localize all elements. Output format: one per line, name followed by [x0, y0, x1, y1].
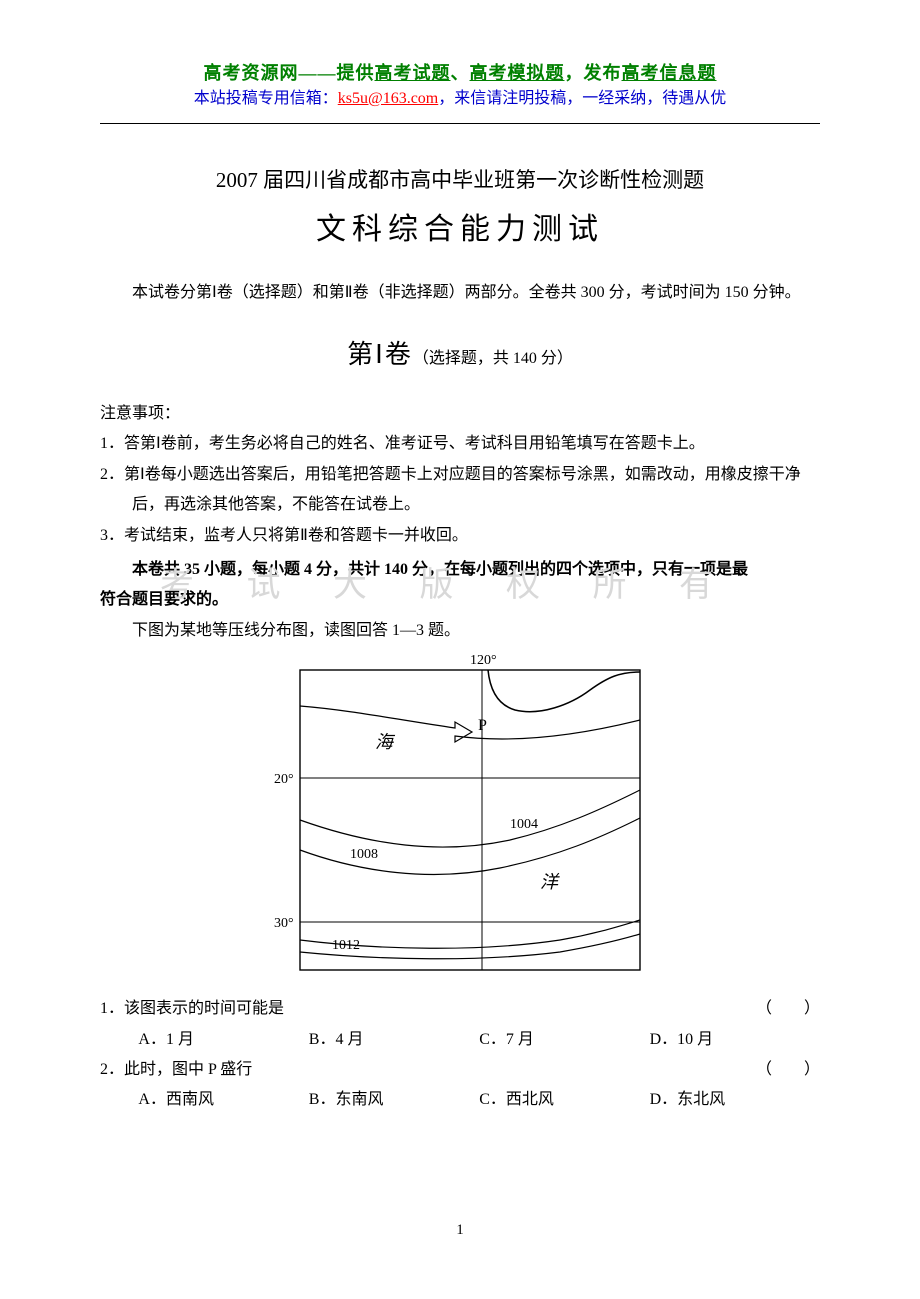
- document-subtitle: 2007 届四川省成都市高中毕业班第一次诊断性检测题: [100, 164, 820, 194]
- header-text: ，来信请注明投稿，一经采纳，待遇从优: [438, 90, 726, 107]
- fig-land-label: 海: [375, 732, 396, 752]
- fig-frame: [300, 670, 640, 970]
- note-item: 3．考试结束，监考人只将第Ⅱ卷和答题卡一并收回。: [132, 521, 820, 551]
- fig-isobar-label: 1004: [510, 817, 538, 832]
- question-text: 1．该图表示的时间可能是: [100, 1000, 284, 1017]
- note-item: 1．答第Ⅰ卷前，考生务必将自己的姓名、准考证号、考试科目用铅笔填写在答题卡上。: [132, 429, 820, 459]
- fig-lat-label: 20°: [274, 772, 294, 787]
- header-text: ，发布: [565, 63, 622, 83]
- header-line-1: 高考资源网——提供高考试题、高考模拟题，发布高考信息题: [100, 60, 820, 87]
- fig-isobar-label: 1008: [350, 847, 378, 862]
- section-main: 第Ⅰ卷: [347, 340, 413, 369]
- answer-paren: （ ）: [756, 1055, 820, 1085]
- header-underline: 高考信息题: [622, 63, 717, 83]
- instruction-bold: 符合题目要求的。: [100, 585, 820, 615]
- header-underline: 高考模拟题: [470, 63, 565, 83]
- header-line-2: 本站投稿专用信箱：ks5u@163.com，来信请注明投稿，一经采纳，待遇从优: [100, 87, 820, 111]
- fig-land-label: 洋: [540, 872, 560, 892]
- question-text: 2．此时，图中 P 盛行: [100, 1061, 252, 1078]
- question-stem: 2．此时，图中 P 盛行 （ ）: [100, 1055, 820, 1085]
- header-text: 本站投稿专用信箱：: [194, 90, 338, 107]
- option: A．西南风: [138, 1085, 308, 1115]
- option: A．1 月: [138, 1025, 308, 1055]
- question-stem: 1．该图表示的时间可能是 （ ）: [100, 994, 820, 1024]
- option: C．7 月: [479, 1025, 649, 1055]
- option: C．西北风: [479, 1085, 649, 1115]
- fig-point-label: P: [478, 717, 487, 734]
- contact-email-link[interactable]: ks5u@163.com: [338, 90, 439, 107]
- option: D．东北风: [650, 1085, 820, 1115]
- header-text: 、: [451, 63, 470, 83]
- fig-isobar-label: 1012: [332, 938, 360, 953]
- option: B．4 月: [309, 1025, 479, 1055]
- option: B．东南风: [309, 1085, 479, 1115]
- note-item: 2．第Ⅰ卷每小题选出答案后，用铅笔把答题卡上对应题目的答案标号涂黑，如需改动，用…: [132, 460, 820, 521]
- fig-lat-label: 30°: [274, 916, 294, 931]
- option: D．10 月: [650, 1025, 820, 1055]
- question-options: A．西南风 B．东南风 C．西北风 D．东北风: [100, 1085, 820, 1115]
- section-title: 第Ⅰ卷（选择题，共 140 分）: [100, 334, 820, 371]
- divider: [100, 123, 820, 124]
- header-text: 高考资源网——提供: [204, 63, 375, 83]
- header-underline: 高考试题: [375, 63, 451, 83]
- isobar-map-figure: 120° 20° 30° 海 洋 P 1004 1008 1012: [260, 650, 660, 980]
- notes-list: 1．答第Ⅰ卷前，考生务必将自己的姓名、准考证号、考试科目用铅笔填写在答题卡上。 …: [100, 429, 820, 551]
- page-number: 1: [0, 1222, 920, 1239]
- fig-lon-label: 120°: [470, 653, 497, 668]
- intro-paragraph: 本试卷分第Ⅰ卷（选择题）和第Ⅱ卷（非选择题）两部分。全卷共 300 分，考试时间…: [100, 278, 820, 308]
- page: 高考资源网——提供高考试题、高考模拟题，发布高考信息题 本站投稿专用信箱：ks5…: [0, 0, 920, 1299]
- answer-paren: （ ）: [756, 994, 820, 1024]
- instruction-bold: 本卷共 35 小题，每小题 4 分，共计 140 分，在每小题列出的四个选项中，…: [100, 555, 820, 585]
- question-options: A．1 月 B．4 月 C．7 月 D．10 月: [100, 1025, 820, 1055]
- document-title: 文科综合能力测试: [100, 204, 820, 248]
- page-header: 高考资源网——提供高考试题、高考模拟题，发布高考信息题 本站投稿专用信箱：ks5…: [100, 60, 820, 111]
- section-sub: （选择题，共 140 分）: [413, 350, 573, 367]
- notes-heading: 注意事项：: [100, 399, 820, 423]
- question-lead: 下图为某地等压线分布图，读图回答 1—3 题。: [100, 616, 820, 646]
